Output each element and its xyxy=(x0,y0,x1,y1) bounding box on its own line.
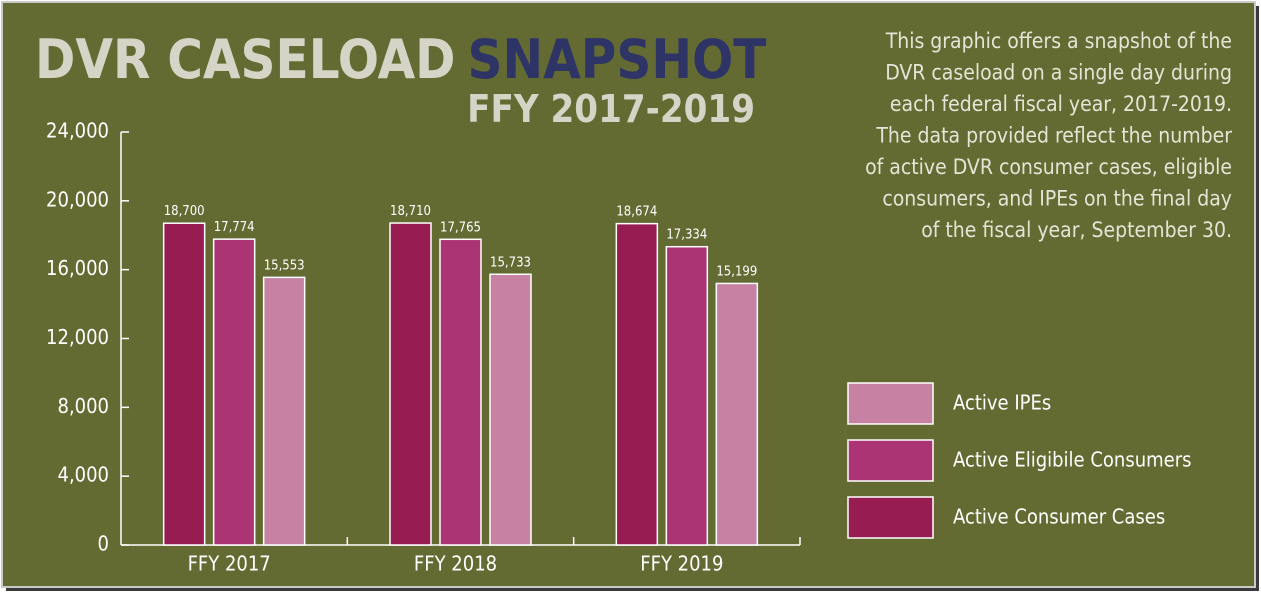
value-label: 17,774 xyxy=(214,220,255,235)
chart-title: DVR CASELOAD SNAPSHOT xyxy=(35,28,766,91)
value-label: 18,700 xyxy=(164,204,205,219)
y-tick-label: 20,000 xyxy=(46,187,109,211)
x-tick-label: FFY 2018 xyxy=(414,552,497,576)
bar xyxy=(162,222,206,546)
title-highlight: SNAPSHOT xyxy=(468,28,767,91)
x-tick-label: FFY 2019 xyxy=(640,552,723,576)
title-main: DVR CASELOAD xyxy=(35,28,456,91)
bar xyxy=(665,245,709,546)
value-label: 17,765 xyxy=(440,220,481,235)
description-line: of active DVR consumer cases, eligible xyxy=(865,155,1232,179)
value-label: 15,199 xyxy=(716,264,757,279)
value-label: 18,674 xyxy=(616,205,657,220)
y-tick-label: 0 xyxy=(98,532,109,556)
legend-label: Active Eligibile Consumers xyxy=(953,448,1191,472)
y-tick-label: 24,000 xyxy=(46,119,109,143)
description-line: This graphic offers a snapshot of the xyxy=(885,29,1232,53)
y-tick-label: 8,000 xyxy=(58,394,110,418)
bar xyxy=(212,238,256,546)
bar xyxy=(489,273,532,546)
bar xyxy=(389,222,432,546)
y-tick-label: 12,000 xyxy=(46,325,109,349)
bar xyxy=(439,238,482,546)
y-tick-label: 16,000 xyxy=(46,256,109,280)
legend-swatch xyxy=(847,439,934,482)
description-line: DVR caseload on a single day during xyxy=(885,61,1232,85)
legend-label: Active IPEs xyxy=(953,391,1051,415)
description-line: The data provided reflect the number xyxy=(875,124,1232,148)
subtitle: FFY 2017-2019 xyxy=(467,87,755,131)
legend-swatch xyxy=(847,496,934,539)
y-tick-label: 4,000 xyxy=(58,463,110,487)
value-label: 15,733 xyxy=(490,255,531,270)
value-label: 17,334 xyxy=(666,228,707,243)
bar xyxy=(715,282,759,546)
legend-swatch xyxy=(847,382,934,425)
bar xyxy=(615,222,659,546)
description-line: of the fiscal year, September 30. xyxy=(921,218,1232,242)
bar xyxy=(262,276,306,546)
x-tick-label: FFY 2017 xyxy=(188,552,271,576)
value-label: 18,710 xyxy=(390,204,431,219)
description-line: each federal fiscal year, 2017-2019. xyxy=(890,92,1232,116)
legend-label: Active Consumer Cases xyxy=(953,505,1165,529)
value-label: 15,553 xyxy=(264,258,305,273)
description-line: consumers, and IPEs on the final day xyxy=(882,187,1232,211)
